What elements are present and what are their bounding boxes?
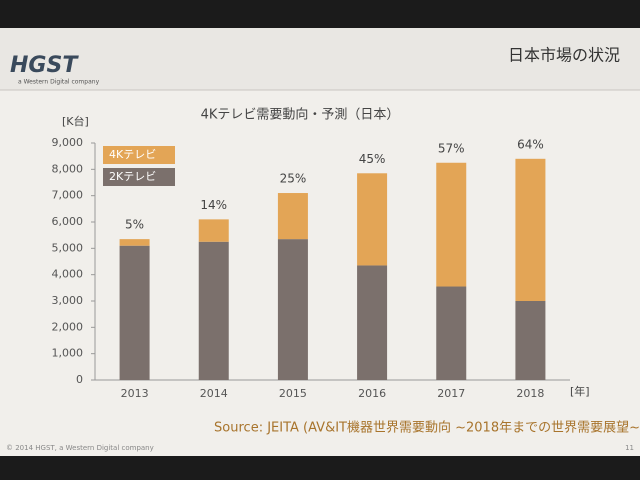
x-tick-label: 2017: [437, 387, 465, 400]
bar-segment: [515, 301, 546, 380]
y-tick-label: 7,000: [52, 189, 84, 202]
bar-segment: [436, 162, 467, 287]
header-band: [0, 28, 640, 90]
x-tick-label: 2013: [121, 387, 149, 400]
bar-annotation: 5%: [125, 218, 144, 232]
logo: HGST: [10, 53, 79, 78]
bar-annotation: 45%: [359, 152, 386, 166]
bar-annotation: 14%: [200, 198, 227, 212]
bar-annotation: 25%: [280, 172, 307, 186]
x-tick-label: 2016: [358, 387, 386, 400]
y-tick-label: 9,000: [52, 136, 84, 149]
source: Source: JEITA (AV&IT機器世界需要動向 ~2018年までの世界…: [214, 420, 640, 436]
legend-label: 4Kテレビ: [109, 148, 156, 161]
page-number: 11: [625, 444, 634, 452]
legend-swatch: [103, 146, 175, 164]
x-tick-label: 2018: [516, 387, 544, 400]
copyright: © 2014 HGST, a Western Digital company: [6, 444, 154, 452]
slide-title: 日本市場の状況: [508, 46, 620, 65]
y-tick-label: 6,000: [52, 215, 84, 228]
y-unit-label: [K台]: [62, 114, 89, 128]
x-tick-label: 2015: [279, 387, 307, 400]
y-tick-label: 1,000: [52, 347, 84, 360]
logo-tagline: a Western Digital company: [18, 79, 100, 86]
bar-annotation: 64%: [517, 137, 544, 151]
bar-segment: [119, 239, 150, 246]
y-tick-label: 8,000: [52, 162, 84, 175]
bar-annotation: 57%: [438, 141, 465, 155]
x-unit-label: [年]: [570, 384, 590, 398]
x-tick-label: 2014: [200, 387, 228, 400]
y-tick-label: 3,000: [52, 294, 84, 307]
y-tick-label: 0: [76, 373, 83, 386]
bar-segment: [436, 286, 467, 380]
bar-segment: [357, 173, 388, 266]
legend-swatch: [103, 168, 175, 186]
bar-segment: [277, 239, 308, 380]
bar-segment: [277, 193, 308, 240]
chart-title: 4Kテレビ需要動向・予測（日本）: [201, 107, 400, 123]
bar-segment: [198, 219, 229, 242]
y-tick-label: 5,000: [52, 241, 84, 254]
bar-segment: [357, 265, 388, 380]
bar-segment: [198, 241, 229, 380]
legend-label: 2Kテレビ: [109, 170, 156, 183]
bar-segment: [515, 158, 546, 301]
y-tick-label: 4,000: [52, 268, 84, 281]
bar-segment: [119, 245, 150, 380]
y-tick-label: 2,000: [52, 320, 84, 333]
